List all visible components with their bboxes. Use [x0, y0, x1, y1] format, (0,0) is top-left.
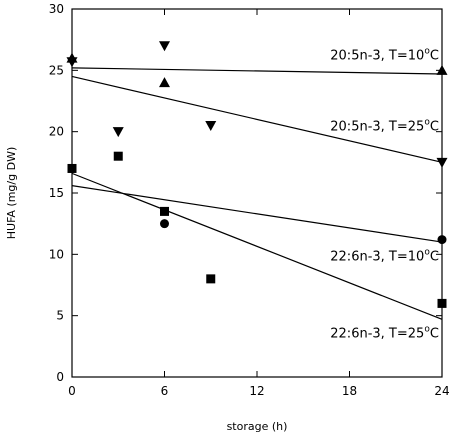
x-tick-label: 0 [68, 384, 76, 398]
x-tick-label: 18 [342, 384, 357, 398]
fit-line [71, 172, 443, 320]
data-point-square [160, 206, 169, 216]
data-point-triangle-down [66, 57, 78, 68]
plot-frame [71, 8, 443, 378]
x-tick-label: 6 [161, 384, 169, 398]
x-axis-ticks: 0 6 12 18 24 [68, 9, 450, 398]
data-point-triangle-down [205, 121, 217, 132]
data-point-triangle-down [112, 127, 124, 138]
data-point-square [67, 163, 77, 173]
y-tick-label: 10 [49, 247, 64, 261]
y-tick-label: 20 [49, 125, 64, 139]
data-point-circle [437, 235, 447, 245]
y-tick-label: 15 [49, 186, 64, 200]
fit-line [71, 67, 443, 75]
data-markers [66, 41, 448, 308]
series-annotation: 22:6n-3, T=25oC [330, 325, 439, 342]
data-point-triangle-down [159, 41, 170, 52]
data-point-square [437, 298, 447, 308]
fit-line [71, 75, 443, 163]
y-tick-label: 0 [56, 370, 64, 384]
x-tick-label: 24 [434, 384, 449, 398]
x-axis-label: storage (h) [227, 420, 288, 433]
series-annotation: 20:5n-3, T=25oC [330, 117, 439, 134]
y-tick-label: 5 [56, 309, 64, 323]
y-tick-label: 25 [49, 63, 64, 77]
data-point-triangle-down [436, 157, 448, 168]
y-axis-ticks: 0 5 10 15 20 25 30 [49, 2, 442, 384]
series-annotation: 22:6n-3, T=10oC [330, 247, 439, 264]
series-annotations: 20:5n-3, T=10oC 20:5n-3, T=25oC 22:6n-3, T… [330, 46, 439, 341]
y-tick-label: 30 [49, 2, 64, 16]
fit-lines [71, 67, 443, 320]
fit-line [71, 185, 443, 243]
series-annotation: 20:5n-3, T=10oC [330, 46, 439, 63]
data-point-triangle-up [159, 77, 170, 88]
data-point-square [113, 151, 123, 161]
x-tick-label: 12 [249, 384, 264, 398]
data-point-circle [160, 219, 169, 229]
data-point-square [206, 274, 216, 284]
y-axis-label: HUFA (mg/g DW) [5, 147, 18, 239]
